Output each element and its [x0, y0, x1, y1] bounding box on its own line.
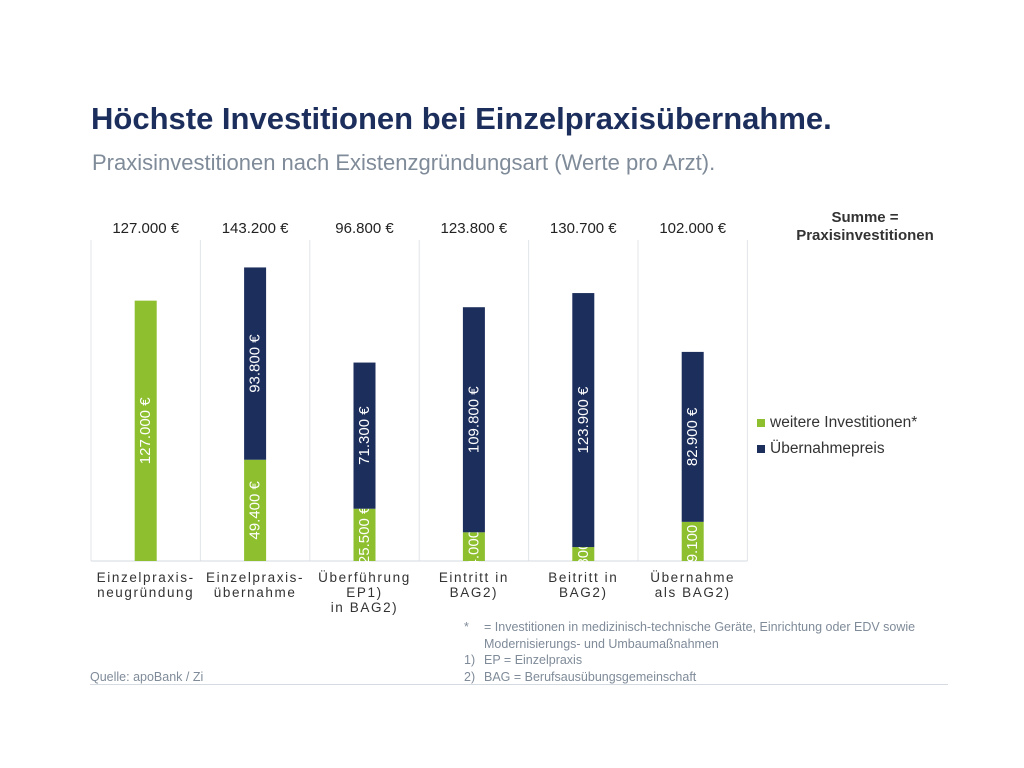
bar-uebernahmepreis [244, 267, 267, 460]
total-value-label: 127.000 € [112, 220, 179, 237]
bar-weitere-investitionen [681, 521, 704, 561]
total-value-label: 143.200 € [222, 220, 289, 237]
bottom-divider [90, 684, 948, 685]
footnotes: * = Investitionen in medizinisch-technis… [464, 619, 915, 685]
page-subtitle: Praxisinvestitionen nach Existenzgründun… [92, 150, 716, 175]
footnote-text: = Investitionen in medizinisch-technisch… [484, 620, 916, 634]
sum-title-line2: Praxisinvestitionen [796, 227, 934, 244]
category-label: Einzelpraxis- [206, 570, 304, 585]
sum-title: Summe = Praxisinvestitionen [780, 209, 950, 245]
category-label: als BAG2) [655, 585, 731, 600]
total-value-label: 102.000 € [659, 220, 726, 237]
footnote-row: 2) BAG = Berufsausübungsgemeinschaft [464, 669, 915, 686]
footnote-text: BAG = Berufsausübungsgemeinschaft [484, 669, 697, 684]
footnote-mark: * [464, 620, 469, 634]
footnote-row: 1) EP = Einzelpraxis [464, 652, 915, 669]
legend-item-uebernahmepreis: Übernahmepreis [757, 436, 917, 462]
category-label: übernahme [214, 585, 297, 600]
page-title: Höchste Investitionen bei Einzelpraxisüb… [91, 101, 832, 136]
bar-value-label: 49.400 € [247, 481, 264, 540]
bar-weitere-investitionen [134, 300, 157, 561]
sum-title-line1: Summe = [831, 209, 899, 226]
bar-uebernahmepreis [681, 351, 704, 522]
footnote-mark: 1) [464, 653, 476, 667]
footnote-row: Modernisierungs- und Umbaumaßnahmen [464, 636, 915, 653]
bar-uebernahmepreis [572, 293, 595, 548]
bar-weitere-investitionen [462, 532, 485, 561]
bar-value-label: 109.800 € [465, 386, 482, 453]
source-note: Quelle: apoBank / Zi [90, 670, 204, 684]
legend-label: weitere Investitionen* [770, 414, 918, 431]
bar-weitere-investitionen [244, 459, 267, 561]
category-label: in BAG2) [331, 600, 399, 615]
bar-value-label: 25.500 € [356, 505, 373, 564]
bar-value-label: 19.100 € [684, 512, 701, 571]
total-value-label: 130.700 € [550, 220, 617, 237]
footnote-mark [464, 636, 484, 653]
bar-weitere-investitionen [572, 547, 595, 561]
total-value-label: 123.800 € [441, 220, 508, 237]
legend-swatch-navy [757, 445, 765, 453]
category-label: Überführung [318, 570, 411, 585]
category-label: EP1) [346, 585, 382, 600]
bar-value-label: 93.800 € [247, 334, 264, 393]
total-value-label: 96.800 € [335, 220, 394, 237]
bar-weitere-investitionen [353, 508, 376, 561]
category-label: Übernahme [650, 570, 735, 585]
category-label: neugründung [97, 585, 194, 600]
footnote-text: EP = Einzelpraxis [484, 653, 583, 667]
bar-value-label: 123.900 € [575, 386, 592, 453]
bar-value-label: 82.900 € [684, 407, 701, 466]
bar-uebernahmepreis [462, 307, 485, 533]
bar-value-label: 71.300 € [356, 406, 373, 465]
footnote-text: Modernisierungs- und Umbaumaßnahmen [484, 636, 719, 651]
category-label: Einzelpraxis- [97, 570, 195, 585]
legend-item-weitere-investitionen: weitere Investitionen* [757, 410, 917, 436]
bar-uebernahmepreis [353, 362, 376, 509]
category-label: Beitritt in [548, 570, 618, 585]
legend-swatch-green [757, 419, 765, 427]
category-label: Eintritt in [439, 570, 509, 585]
category-label: BAG2) [450, 585, 499, 600]
chart-legend: weitere Investitionen* Übernahmepreis [757, 410, 917, 462]
footnote-mark: 2) [464, 669, 476, 684]
category-label: BAG2) [559, 585, 608, 600]
legend-label: Übernahmepreis [770, 440, 885, 457]
bar-value-label: 127.000 € [137, 397, 154, 464]
footnote-row: * = Investitionen in medizinisch-technis… [464, 619, 915, 636]
